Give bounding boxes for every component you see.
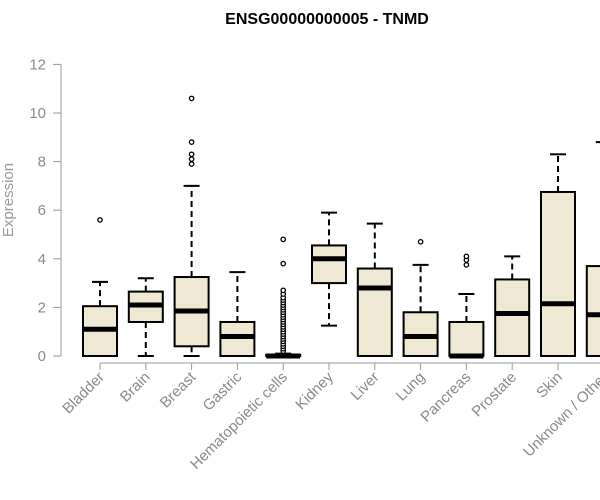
outlier-point — [188, 139, 195, 146]
box — [311, 244, 347, 285]
x-tick-label: Gastric — [200, 368, 246, 414]
y-tick-label: 8 — [38, 154, 46, 171]
y-tick-label: 4 — [38, 251, 46, 268]
outlier-point — [188, 95, 195, 102]
box-group — [356, 222, 393, 357]
box-group — [82, 217, 118, 357]
box-group — [127, 277, 164, 357]
x-tick-label: Brain — [117, 369, 154, 406]
outlier-point — [188, 161, 195, 167]
box — [356, 267, 393, 357]
outlier-point — [188, 151, 195, 158]
box-group — [585, 141, 600, 357]
outlier-point — [417, 238, 424, 245]
box-group — [494, 255, 531, 357]
y-tick-label: 10 — [29, 105, 46, 122]
box-group — [402, 238, 439, 358]
y-axis: 0 2 4 6 8 10 12 — [29, 56, 62, 365]
outlier-point — [463, 262, 470, 268]
y-tick-label: 0 — [38, 348, 46, 365]
y-tick-label: 6 — [38, 202, 46, 219]
outlier-point — [463, 253, 470, 260]
y-tick-label: 2 — [38, 299, 46, 316]
box — [448, 320, 485, 358]
x-tick-label: Lung — [393, 369, 429, 405]
outlier-point — [280, 260, 287, 267]
x-tick-label: Prostate — [468, 369, 520, 421]
x-tick-label: Breast — [157, 368, 200, 411]
outlier-point — [280, 236, 287, 243]
x-tick-label: Skin — [533, 369, 566, 402]
x-tick-label: Bladder — [59, 369, 108, 418]
box — [585, 265, 600, 357]
x-tick-label: Liver — [348, 369, 383, 404]
box — [540, 190, 576, 357]
box-group — [173, 95, 210, 357]
x-tick-label: Kidney — [292, 368, 337, 413]
box-group — [448, 253, 485, 359]
box-group — [540, 153, 576, 357]
box-group — [265, 236, 302, 359]
plot-area — [82, 95, 600, 359]
box — [494, 278, 531, 357]
outlier-point — [97, 217, 103, 223]
box-group — [311, 211, 347, 327]
y-axis-label: Expression — [0, 163, 17, 237]
box-group — [219, 271, 256, 358]
outlier-point — [188, 156, 195, 163]
y-tick-label: 12 — [29, 56, 46, 73]
chart-title: ENSG00000000005 - TNMD — [225, 11, 429, 28]
x-tick-label: Pancreas — [417, 369, 474, 426]
outlier-point — [280, 287, 287, 294]
